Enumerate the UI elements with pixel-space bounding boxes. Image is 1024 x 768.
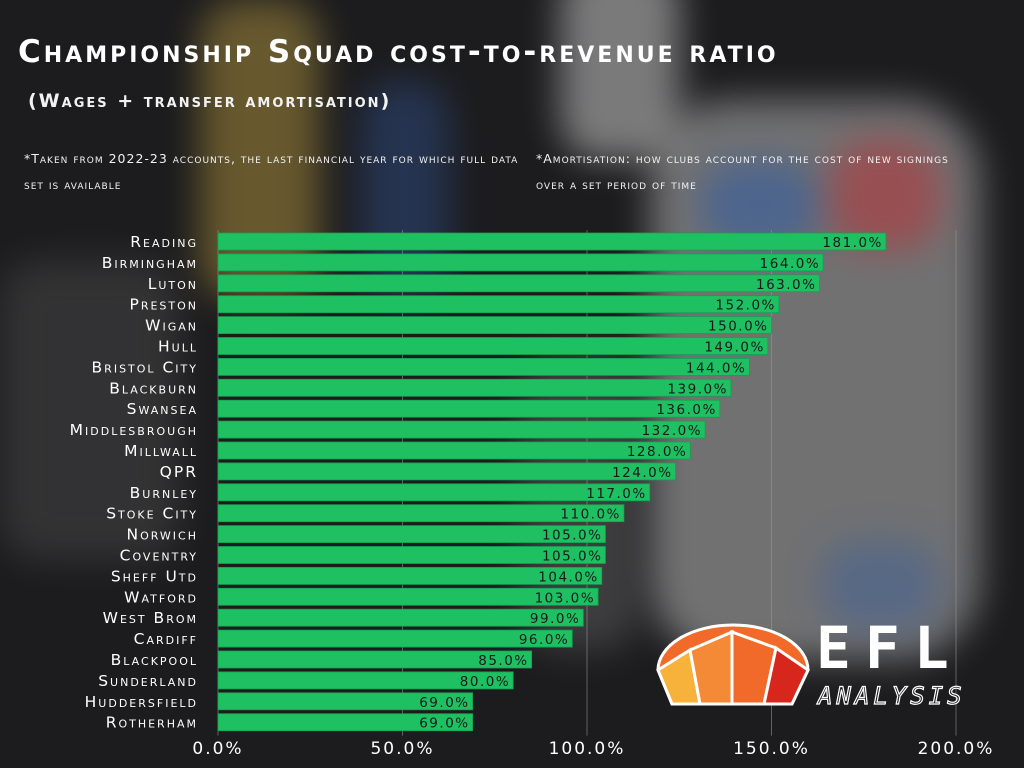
bar: [217, 504, 625, 523]
logo-text: EFL: [816, 614, 963, 682]
x-tick-label: 200.0%: [918, 739, 995, 759]
data-label: 149.0%: [704, 340, 764, 356]
bar: [217, 608, 584, 627]
efl-analysis-logo-icon: [656, 623, 810, 706]
category-label: West Brom: [103, 609, 198, 627]
bar: [217, 462, 676, 481]
data-label: 110.0%: [560, 507, 620, 523]
category-label: Norwich: [126, 526, 198, 544]
bar: [217, 357, 750, 376]
data-label: 124.0%: [612, 465, 672, 481]
category-label: Hull: [158, 338, 198, 356]
category-label: Bristol City: [92, 358, 198, 376]
category-label: QPR: [160, 463, 198, 481]
bar: [217, 629, 573, 648]
bar: [217, 567, 603, 585]
data-label: 103.0%: [535, 590, 595, 606]
x-tick-label: 50.0%: [370, 739, 434, 759]
bar: [217, 441, 691, 460]
category-label: Huddersfield: [85, 693, 198, 711]
bar: [217, 692, 474, 711]
category-label: Preston: [129, 296, 198, 314]
data-label: 69.0%: [419, 695, 469, 711]
category-label: Wigan: [145, 317, 198, 335]
data-label: 150.0%: [708, 319, 768, 335]
category-label: Swansea: [127, 400, 198, 418]
bar: [217, 274, 820, 293]
category-label: Birmingham: [102, 254, 198, 272]
bar: [217, 671, 514, 690]
data-label: 132.0%: [642, 423, 702, 439]
bar: [217, 399, 721, 418]
category-label: Cardiff: [134, 630, 198, 648]
bar: [217, 483, 651, 502]
bar: [217, 420, 706, 439]
data-label: 105.0%: [542, 549, 602, 565]
chart-subtitle: (Wages + transfer amortisation): [28, 90, 392, 112]
bar: [217, 295, 780, 314]
bar: [217, 337, 769, 355]
data-label: 99.0%: [530, 611, 580, 627]
logo-subtext: ANALYSIS: [817, 681, 966, 710]
bar: [217, 525, 606, 543]
bar: [217, 546, 606, 564]
data-label: 139.0%: [667, 381, 727, 397]
category-label: Sheff Utd: [111, 567, 198, 585]
bar: [217, 650, 533, 669]
x-tick-label: 150.0%: [733, 739, 810, 759]
x-tick-label: 100.0%: [549, 739, 626, 759]
bar: [217, 378, 732, 397]
category-label: Reading: [130, 233, 198, 251]
category-label: Sunderland: [98, 672, 198, 690]
data-label: 152.0%: [715, 298, 775, 314]
data-label: 96.0%: [519, 632, 569, 648]
data-label: 117.0%: [586, 486, 646, 502]
category-label: Watford: [124, 588, 198, 606]
category-label: Blackburn: [109, 379, 198, 397]
bar: [217, 587, 599, 606]
x-tick-label: 0.0%: [192, 739, 243, 759]
data-label: 128.0%: [627, 444, 687, 460]
bar: [217, 232, 887, 251]
bar: [217, 713, 474, 732]
category-label: Blackpool: [111, 651, 198, 669]
footnote-amortisation: *Amortisation: how clubs account for the…: [536, 151, 949, 192]
category-label: Burnley: [130, 484, 198, 502]
data-label: 136.0%: [656, 402, 716, 418]
data-label: 163.0%: [756, 277, 816, 293]
footnote-data-source: *Taken from 2022-23 accounts, the last f…: [24, 151, 519, 192]
data-label: 85.0%: [478, 653, 528, 669]
data-label: 105.0%: [542, 528, 602, 544]
category-label: Stoke City: [106, 505, 198, 523]
data-label: 144.0%: [686, 360, 746, 376]
bar: [217, 253, 824, 272]
category-label: Luton: [148, 275, 198, 293]
chart-title: Championship Squad cost-to-revenue ratio: [18, 34, 779, 70]
bar: [217, 316, 772, 335]
data-label: 69.0%: [419, 716, 469, 732]
data-label: 181.0%: [822, 235, 882, 251]
category-label: Middlesbrough: [70, 421, 198, 439]
data-label: 104.0%: [538, 569, 598, 585]
data-label: 80.0%: [460, 674, 510, 690]
data-label: 164.0%: [760, 256, 820, 272]
category-label: Millwall: [124, 442, 198, 460]
category-label: Rotherham: [106, 714, 198, 732]
category-label: Coventry: [120, 547, 198, 565]
